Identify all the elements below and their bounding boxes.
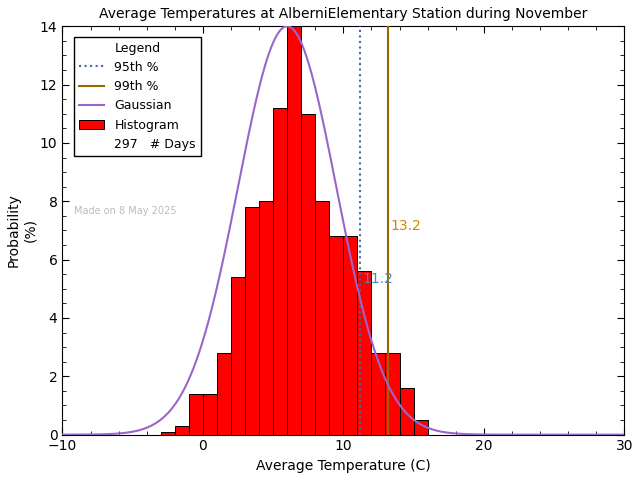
- Bar: [217, 353, 231, 434]
- Bar: [357, 271, 371, 434]
- Bar: [316, 201, 330, 434]
- Bar: [287, 26, 301, 434]
- Text: 11.2: 11.2: [362, 272, 393, 286]
- Bar: [301, 114, 316, 434]
- Bar: [161, 432, 175, 434]
- Bar: [399, 388, 413, 434]
- Bar: [343, 236, 357, 434]
- Bar: [371, 353, 385, 434]
- Bar: [231, 277, 245, 434]
- Bar: [245, 207, 259, 434]
- Y-axis label: Probability
(%): Probability (%): [7, 193, 37, 267]
- Bar: [385, 353, 399, 434]
- Bar: [330, 236, 343, 434]
- Bar: [259, 201, 273, 434]
- Title: Average Temperatures at AlberniElementary Station during November: Average Temperatures at AlberniElementar…: [99, 7, 588, 21]
- Bar: [175, 426, 189, 434]
- Bar: [203, 394, 217, 434]
- Bar: [273, 108, 287, 434]
- Text: 13.2: 13.2: [390, 219, 421, 233]
- Text: Made on 8 May 2025: Made on 8 May 2025: [74, 206, 176, 216]
- Bar: [413, 420, 428, 434]
- Bar: [189, 394, 203, 434]
- X-axis label: Average Temperature (C): Average Temperature (C): [256, 459, 431, 473]
- Legend: 95th %, 99th %, Gaussian, Histogram, 297   # Days: 95th %, 99th %, Gaussian, Histogram, 297…: [74, 36, 201, 156]
